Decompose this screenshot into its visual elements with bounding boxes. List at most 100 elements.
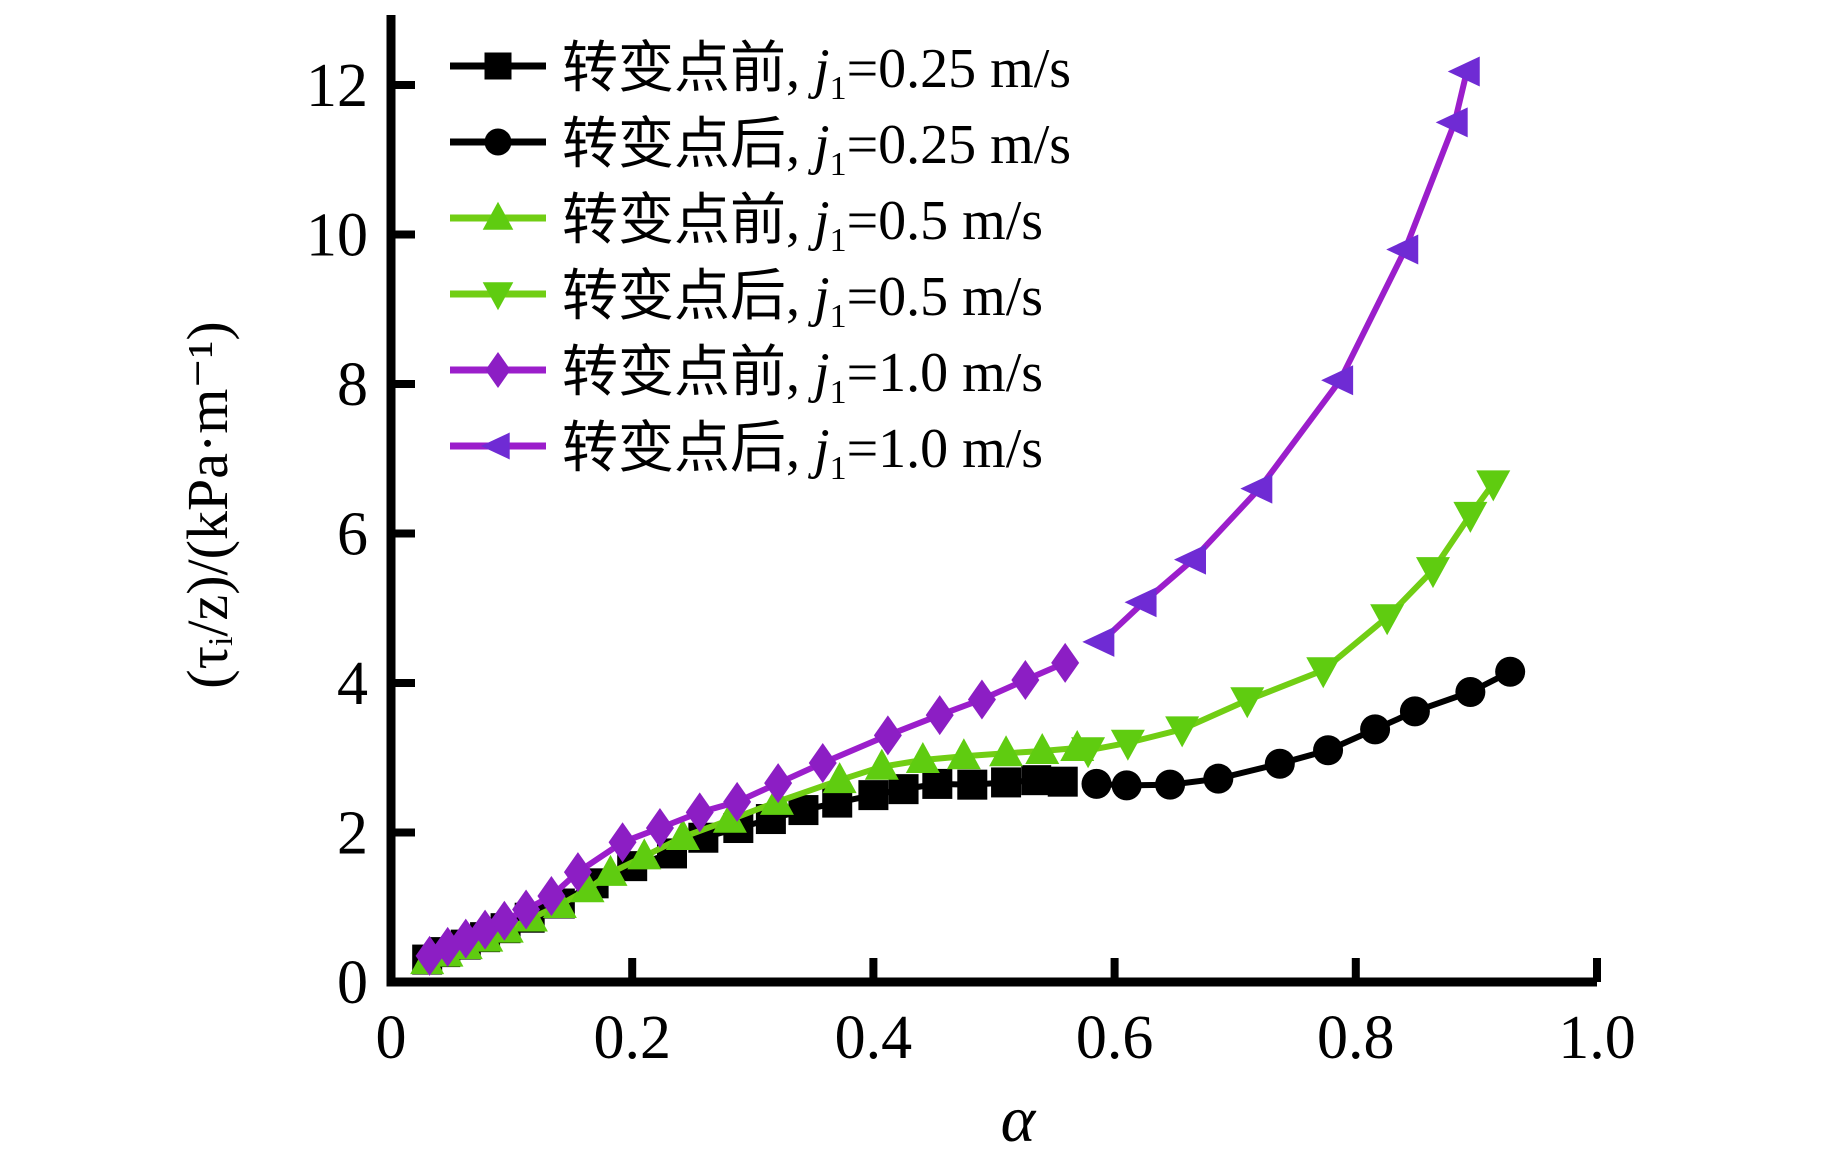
y-tick-label: 0 [337,949,368,1017]
x-tick-label: 0 [376,1004,407,1072]
y-tick-label: 2 [337,800,368,868]
legend-item-2: 转变点后, j1=0.25 m/s [448,104,1071,184]
legend-label: 转变点前, j1=0.25 m/s [562,38,1072,108]
diamond-marker [873,715,902,756]
triangle-up-marker [570,871,605,903]
y-tick-label: 8 [337,351,368,419]
diamond-marker [608,822,637,863]
x-tick-label: 1.0 [1558,1004,1636,1072]
x-tick-label: 0.8 [1317,1004,1395,1072]
triangle-up-marker [989,735,1024,767]
diamond-marker [563,852,592,893]
circle-marker [1264,748,1295,779]
y-tick-label: 6 [337,501,368,569]
diamond-marker [1051,642,1080,683]
legend-marker-triangle-down [450,282,546,311]
triangle-down-marker [1230,687,1265,719]
legend-marker-diamond [450,352,546,388]
circle-marker [1495,656,1526,687]
diamond-marker [685,792,714,833]
triangle-up-icon [482,201,514,230]
y-tick-label: 12 [306,52,368,120]
legend-label: 转变点前, j1=1.0 m/s [562,342,1044,412]
legend-item-1: 转变点前, j1=0.25 m/s [448,28,1071,108]
triangle-left-marker [1386,234,1419,265]
y-tick-label: 4 [337,650,368,718]
diamond-marker [645,808,674,849]
triangle-up-marker [864,748,899,780]
diamond-icon [485,352,511,388]
circle-marker [1313,735,1344,766]
circle-marker [1399,696,1430,727]
legend-item-6: 转变点后, j1=1.0 m/s [448,408,1071,488]
legend-label: 转变点前, j1=0.5 m/s [562,190,1044,260]
triangle-left-marker [1173,544,1206,575]
diamond-marker [490,900,519,941]
series-line [1099,70,1470,645]
legend-item-5: 转变点前, j1=1.0 m/s [448,332,1071,412]
legend-item-3: 转变点前, j1=0.5 m/s [448,180,1071,260]
triangle-down-marker [1453,501,1488,533]
triangle-up-marker [712,801,747,833]
y-tick-label: 10 [306,202,368,270]
diamond-marker [808,742,837,783]
triangle-up-marker [905,741,940,773]
triangle-up-marker [627,838,662,870]
diamond-marker [512,889,541,930]
square-marker [1021,765,1052,796]
square-marker [922,768,953,799]
series-line [1096,669,1512,789]
diamond-marker [537,876,566,917]
axes: 0 0.2 0.4 0.6 0.8 1.0 0 2 4 6 8 10 12 [306,15,1636,1072]
triangle-up-marker [822,762,857,794]
triangle-left-marker [1447,56,1480,87]
square-marker [991,767,1022,798]
triangle-up-marker [593,854,628,886]
square-marker [858,780,889,811]
triangle-down-marker [1110,729,1145,761]
square-marker [788,795,819,826]
x-tick-label: 0.2 [593,1004,671,1072]
x-tick-label: 0.4 [835,1004,913,1072]
circle-marker [1203,763,1234,794]
y-axis-label: (τᵢ/z)/(kPa·m⁻¹) [175,321,240,689]
series-3 [410,730,1095,975]
legend-label: 转变点后, j1=0.5 m/s [562,266,1044,336]
triangle-up-marker [1025,733,1060,765]
series-4 [1071,470,1511,769]
circle-marker [1455,676,1486,707]
legend-marker-triangle-up [450,201,546,230]
series-2 [1081,656,1526,801]
triangle-left-marker [1435,107,1468,138]
circle-icon [484,128,512,156]
legend-marker-circle [450,128,546,156]
series-6 [1082,56,1480,657]
diamond-marker [967,679,996,720]
legend-label: 转变点后, j1=0.25 m/s [562,114,1072,184]
square-marker [1047,766,1078,797]
triangle-left-marker [1321,365,1354,396]
legend-item-4: 转变点后, j1=0.5 m/s [448,256,1071,336]
circle-marker [1081,768,1112,799]
triangle-down-marker [1415,557,1450,589]
triangle-down-marker [1370,604,1405,636]
triangle-down-icon [482,282,514,311]
legend-marker-square [450,52,546,80]
triangle-down-marker [1165,716,1200,748]
triangle-up-marker [665,818,700,850]
triangle-down-marker [1306,657,1341,689]
x-axis-label: α [1000,1083,1036,1156]
legend: 转变点前, j1=0.25 m/s 转变点后, j1=0.25 m/s 转变点前, … [448,28,1071,488]
circle-marker [1111,770,1142,801]
diamond-marker [723,781,752,822]
x-tick-label: 0.6 [1076,1004,1154,1072]
triangle-left-marker [1240,473,1273,504]
circle-marker [1360,714,1391,745]
circle-marker [1155,769,1186,800]
diamond-marker [1011,660,1040,701]
series-line [1087,481,1496,754]
triangle-left-marker [1124,587,1157,618]
legend-marker-triangle-left [450,432,546,460]
